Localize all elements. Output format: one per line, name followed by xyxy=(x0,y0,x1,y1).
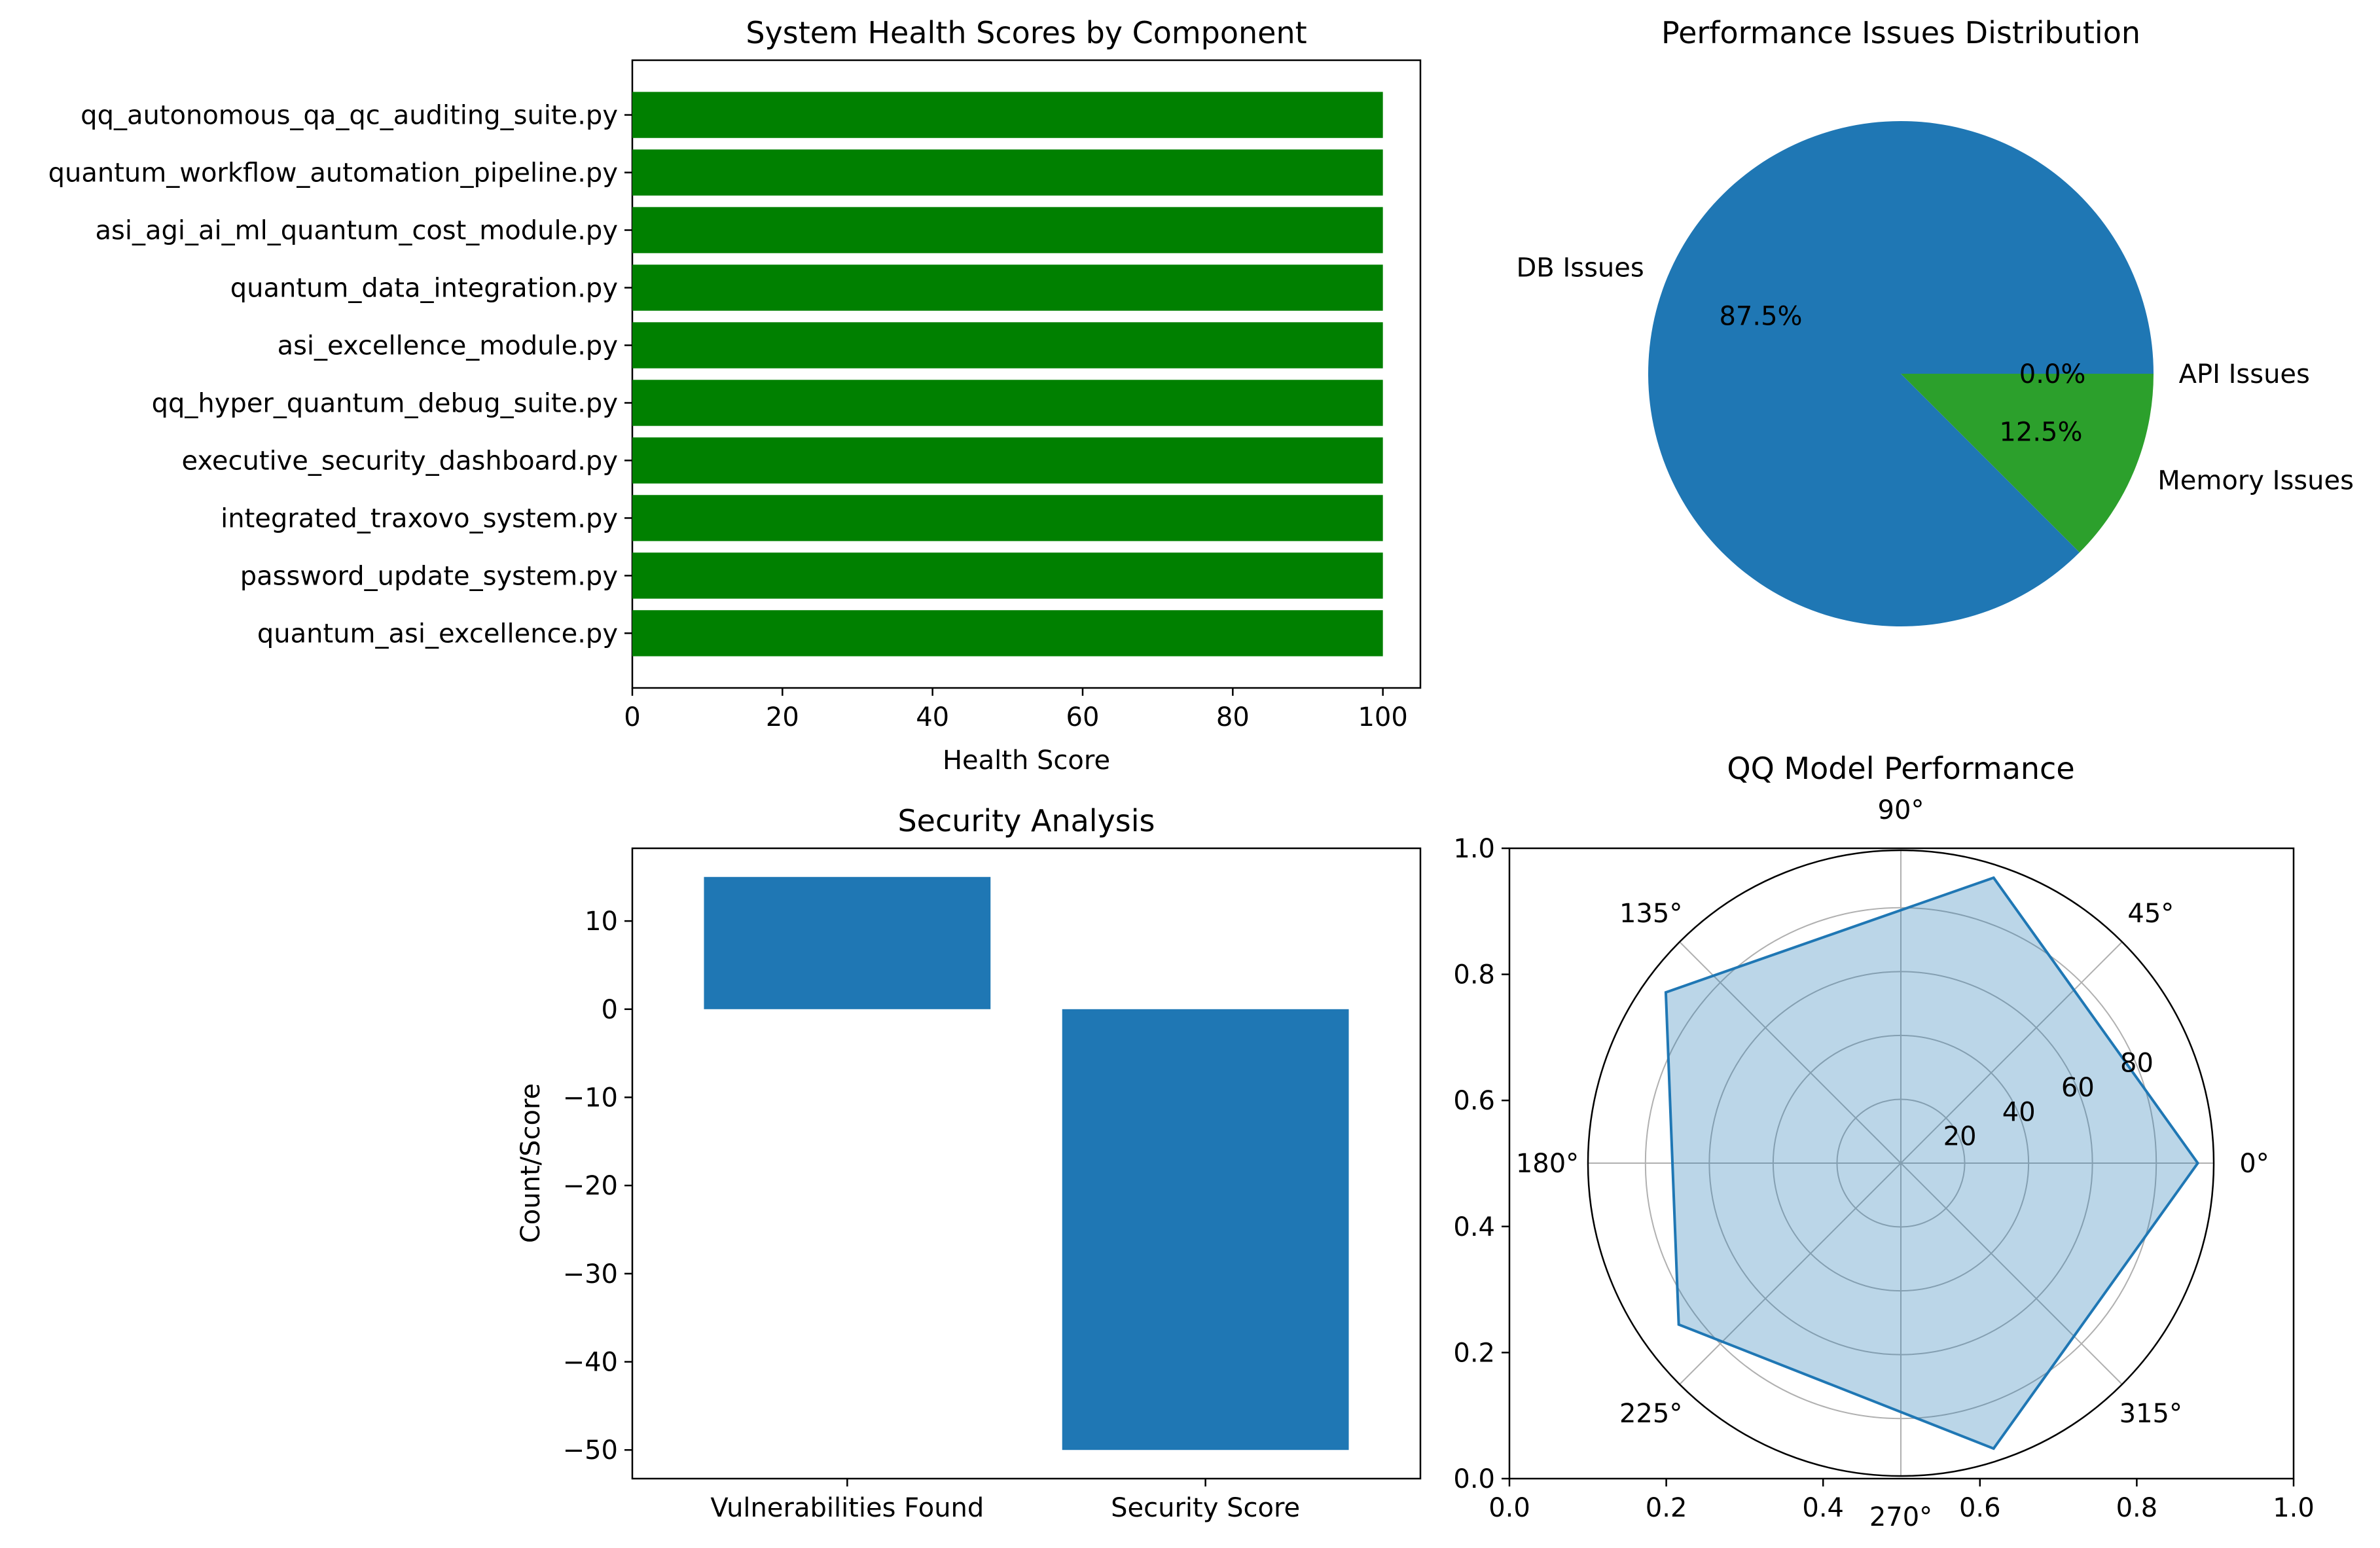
health-category-label: qq_autonomous_qa_qc_auditing_suite.py xyxy=(81,101,618,131)
health-bar xyxy=(632,264,1383,311)
health-x-axis-label: Health Score xyxy=(943,746,1110,776)
health-category-label: asi_agi_ai_ml_quantum_cost_module.py xyxy=(96,216,618,246)
radar-angle-label: 45° xyxy=(2127,899,2174,929)
radar-outer-frame xyxy=(1508,847,2295,1480)
radar-radial-tick-label: 40 xyxy=(2002,1097,2036,1127)
health-x-tick-label: 60 xyxy=(1066,702,1100,732)
radar-frame-x-tick-label: 0.6 xyxy=(1959,1493,2001,1523)
security-y-tick-label: −10 xyxy=(563,1083,618,1113)
radar-series-line xyxy=(1664,876,2200,1450)
radar-radial-tick-label: 20 xyxy=(1943,1122,1977,1152)
health-chart-title: System Health Scores by Component xyxy=(746,15,1307,50)
health-x-tick-label: 0 xyxy=(624,702,640,732)
health-plot-frame xyxy=(631,59,1422,689)
radar-fill-area xyxy=(1665,877,2198,1449)
radar-angle-label: 270° xyxy=(1869,1502,1932,1532)
pie-percent-label: 12.5% xyxy=(1999,418,2082,448)
pie-slice-label: API Issues xyxy=(2179,359,2310,389)
security-y-tick-label: −40 xyxy=(563,1348,618,1378)
health-bar xyxy=(632,437,1383,484)
security-y-tick-label: 0 xyxy=(602,995,618,1025)
health-category-label: quantum_workflow_automation_pipeline.py xyxy=(48,158,618,189)
health-x-tick-label: 40 xyxy=(916,702,949,732)
radar-angle-label: 315° xyxy=(2119,1399,2182,1429)
radar-grid-spoke xyxy=(1679,1162,1902,1385)
health-bar xyxy=(632,92,1383,138)
security-category-label: Vulnerabilities Found xyxy=(710,1493,984,1523)
health-category-label: quantum_data_integration.py xyxy=(230,274,618,304)
radar-frame-y-tick-label: 1.0 xyxy=(1453,834,1495,864)
pie-slice-label: Memory Issues xyxy=(2157,465,2354,495)
radar-angle-label: 135° xyxy=(1619,899,1682,929)
security-bar xyxy=(704,876,991,1009)
health-bar xyxy=(632,380,1383,426)
pie-percent-label: 87.5% xyxy=(1719,301,1802,331)
security-y-tick-label: 10 xyxy=(585,907,618,937)
radar-grid-spoke xyxy=(1900,941,2123,1164)
radar-frame-y-tick-label: 0.8 xyxy=(1453,960,1495,990)
security-analysis-chart: Security Analysis 10 0 −10 −20 −30 −40 −50 Vul… xyxy=(516,803,1422,1523)
radar-grid-spoke xyxy=(1679,941,1902,1164)
security-y-tick-label: −50 xyxy=(563,1435,618,1466)
radar-grid-spoke xyxy=(1900,1162,2123,1385)
security-y-tick-label: −30 xyxy=(563,1259,618,1289)
security-bar xyxy=(1062,1009,1349,1450)
health-bar xyxy=(632,495,1383,541)
security-y-tick-label: −20 xyxy=(563,1171,618,1201)
health-category-label: password_update_system.py xyxy=(240,561,618,591)
health-bar xyxy=(632,149,1383,196)
health-x-tick-label: 100 xyxy=(1358,702,1407,732)
radar-angle-label: 225° xyxy=(1619,1399,1682,1429)
radar-frame-y-tick-label: 0.0 xyxy=(1453,1464,1495,1494)
pie-percent-label: 0.0% xyxy=(2019,359,2086,389)
radar-chart-title: QQ Model Performance xyxy=(1727,751,2074,786)
health-category-label: qq_hyper_quantum_debug_suite.py xyxy=(152,388,618,418)
radar-frame-y-tick-label: 0.2 xyxy=(1453,1338,1495,1368)
security-chart-title: Security Analysis xyxy=(897,803,1155,838)
health-bar xyxy=(632,610,1383,657)
radar-radial-tick-label: 60 xyxy=(2061,1073,2095,1103)
health-x-tick-label: 20 xyxy=(766,702,799,732)
radar-radial-tick-label: 80 xyxy=(2120,1049,2154,1079)
radar-angle-label: 180° xyxy=(1516,1149,1579,1179)
performance-issues-chart: Performance Issues Distribution DB Issue… xyxy=(1516,15,2354,626)
pie-chart-title: Performance Issues Distribution xyxy=(1661,15,2140,50)
radar-frame-y-tick-label: 0.6 xyxy=(1453,1086,1495,1116)
health-scores-chart: System Health Scores by Component qq_aut… xyxy=(48,15,1422,776)
security-y-axis-label: Count/Score xyxy=(516,1083,546,1243)
security-plot-frame xyxy=(631,847,1422,1480)
health-bar xyxy=(632,207,1383,253)
health-category-label: asi_excellence_module.py xyxy=(278,331,618,361)
radar-outer-circle xyxy=(1587,849,2215,1477)
qq-model-performance-chart: QQ Model Performance 0.0 0.2 0.4 0.6 0.8 1.0 0… xyxy=(1453,751,2314,1532)
radar-angle-label: 0° xyxy=(2239,1149,2269,1179)
radar-frame-y-tick-label: 0.4 xyxy=(1453,1212,1495,1242)
radar-frame-x-tick-label: 0.0 xyxy=(1488,1493,1530,1523)
radar-frame-x-tick-label: 0.2 xyxy=(1646,1493,1687,1523)
pie-slice xyxy=(1901,374,2154,552)
radar-frame-x-tick-label: 0.8 xyxy=(2116,1493,2158,1523)
health-bar xyxy=(632,552,1383,599)
health-bar xyxy=(632,322,1383,369)
health-category-label: executive_security_dashboard.py xyxy=(182,446,618,476)
radar-frame-x-tick-label: 1.0 xyxy=(2273,1493,2315,1523)
pie-slice-label: DB Issues xyxy=(1516,253,1644,283)
pie-slice xyxy=(1648,120,2154,626)
health-x-tick-label: 80 xyxy=(1216,702,1250,732)
radar-angle-label: 90° xyxy=(1878,795,1924,825)
health-category-label: integrated_traxovo_system.py xyxy=(221,503,618,533)
radar-frame-x-tick-label: 0.4 xyxy=(1802,1493,1844,1523)
security-category-label: Security Score xyxy=(1111,1493,1300,1523)
health-category-label: quantum_asi_excellence.py xyxy=(257,619,618,649)
